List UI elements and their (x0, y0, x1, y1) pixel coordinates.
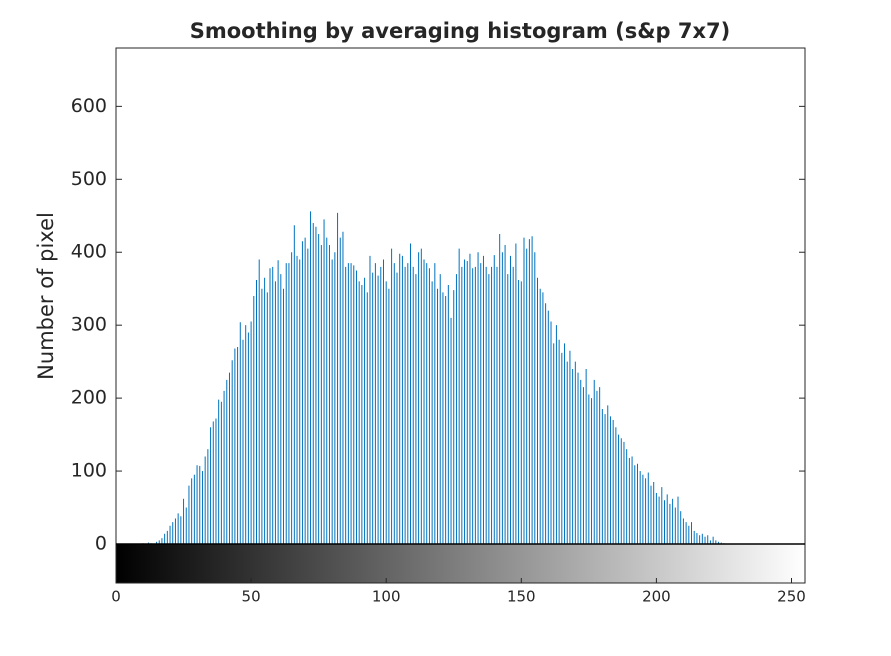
gray-colorbar (115, 543, 806, 584)
x-tick-label: 0 (111, 588, 121, 606)
plot-frame (115, 47, 806, 545)
x-tick-label: 250 (777, 588, 806, 606)
y-tick-label: 600 (71, 95, 107, 117)
y-tick-label: 100 (71, 460, 107, 482)
y-tick-label: 500 (71, 168, 107, 190)
x-tick-label: 200 (642, 588, 671, 606)
chart-title: Smoothing by averaging histogram (s&p 7x… (190, 19, 731, 43)
y-tick-label: 0 (95, 533, 107, 555)
y-tick-label: 200 (71, 387, 107, 409)
y-tick-label: 300 (71, 314, 107, 336)
x-tick-label: 50 (242, 588, 261, 606)
x-tick-label: 100 (372, 588, 401, 606)
x-tick-label: 150 (507, 588, 536, 606)
y-tick-label: 400 (71, 241, 107, 263)
y-axis-label: Number of pixel (34, 212, 58, 380)
